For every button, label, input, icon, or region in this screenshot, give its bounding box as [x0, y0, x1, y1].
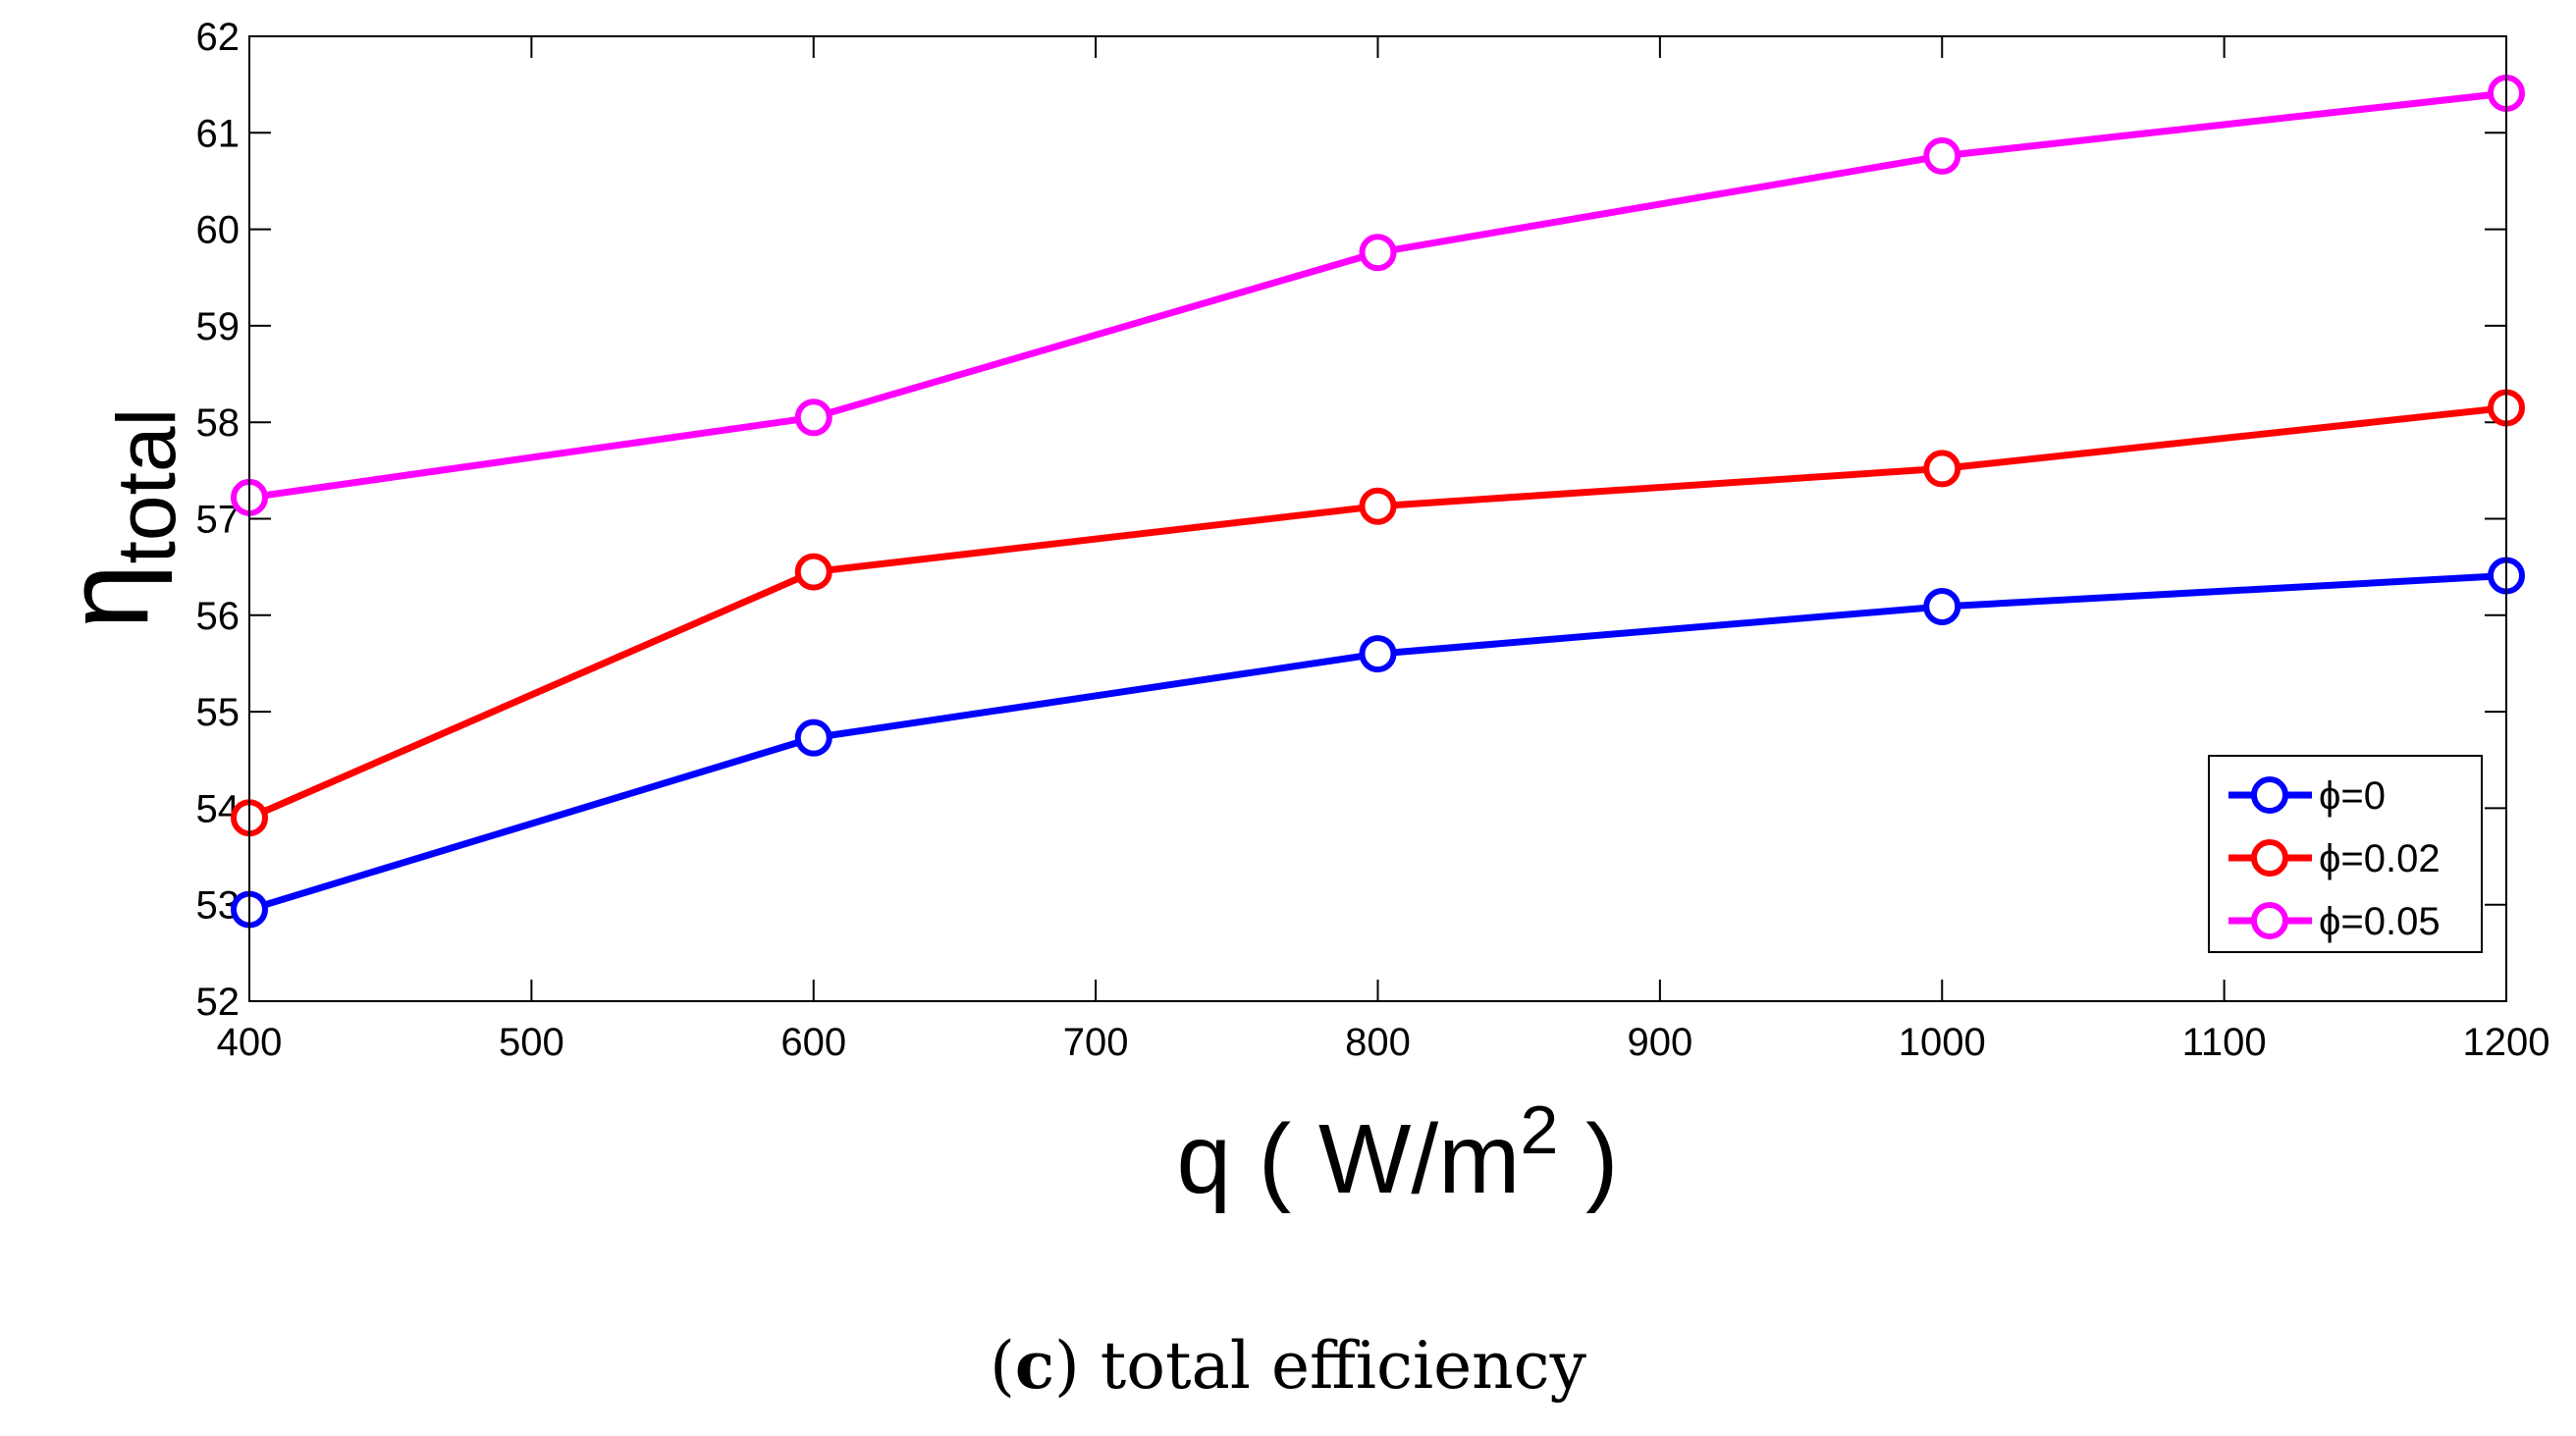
x-tick-label: 500: [499, 1021, 564, 1064]
y-tick-label: 57: [196, 499, 241, 542]
caption-text: total efficiency: [1079, 1328, 1586, 1404]
series-line-0: [247, 572, 2507, 913]
y-tick-label: 59: [196, 305, 241, 348]
data-point: [1359, 487, 1397, 525]
x-axis-title-sup: 2: [1520, 1091, 1558, 1168]
data-point: [1923, 136, 1961, 175]
y-axis-title: ηtotal: [41, 408, 192, 630]
x-tick-label: 1000: [1899, 1021, 1986, 1064]
x-tick-label: 900: [1628, 1021, 1693, 1064]
y-tick-label: 58: [196, 401, 241, 445]
legend: ϕ=0 ϕ=0.02 ϕ=0.05: [2208, 755, 2483, 953]
series-line-1: [247, 403, 2507, 822]
legend-marker: [2251, 902, 2288, 939]
x-tick-label: 1100: [2182, 1021, 2267, 1064]
series-line-2: [248, 89, 2507, 502]
data-point: [1359, 635, 1397, 673]
y-tick-label: 56: [196, 595, 241, 638]
x-axis-title: q ( W/m2 ): [1177, 1091, 1619, 1214]
tick-marks: 400 500 600 700 800 900 1000 1100 12005253545556…: [196, 16, 2550, 1064]
x-tick-label: 1200: [2463, 1021, 2550, 1064]
x-axis-title-main: q ( W/m: [1177, 1104, 1521, 1214]
series-lines: [231, 74, 2525, 929]
legend-label: ϕ=0.05: [2319, 900, 2441, 943]
x-axis-title-close: ): [1558, 1104, 1618, 1214]
data-point: [1923, 587, 1961, 625]
data-point: [794, 399, 832, 437]
y-tick-label: 52: [196, 981, 241, 1024]
y-tick-label: 60: [196, 209, 241, 252]
plot-area-frame: [248, 35, 2507, 1002]
data-point: [794, 718, 832, 757]
data-point: [794, 553, 832, 591]
x-tick-label: 700: [1063, 1021, 1129, 1064]
figure-caption: (c) total efficiency: [990, 1327, 1586, 1404]
data-point: [1923, 450, 1961, 488]
data-point: [1359, 234, 1397, 272]
y-axis-title-main: η: [41, 564, 173, 630]
caption-label: c: [1014, 1327, 1055, 1404]
legend-marker: [2251, 776, 2288, 814]
y-tick-label: 55: [196, 691, 241, 734]
y-tick-label: 62: [196, 16, 241, 59]
legend-label: ϕ=0.02: [2319, 837, 2441, 880]
y-tick-label: 61: [196, 112, 241, 155]
legend-marker: [2251, 839, 2288, 877]
y-axis-title-sub: total: [100, 408, 192, 564]
x-tick-label: 800: [1345, 1021, 1411, 1064]
x-tick-label: 400: [217, 1021, 283, 1064]
legend-label: ϕ=0: [2319, 774, 2386, 818]
x-tick-label: 600: [780, 1021, 846, 1064]
